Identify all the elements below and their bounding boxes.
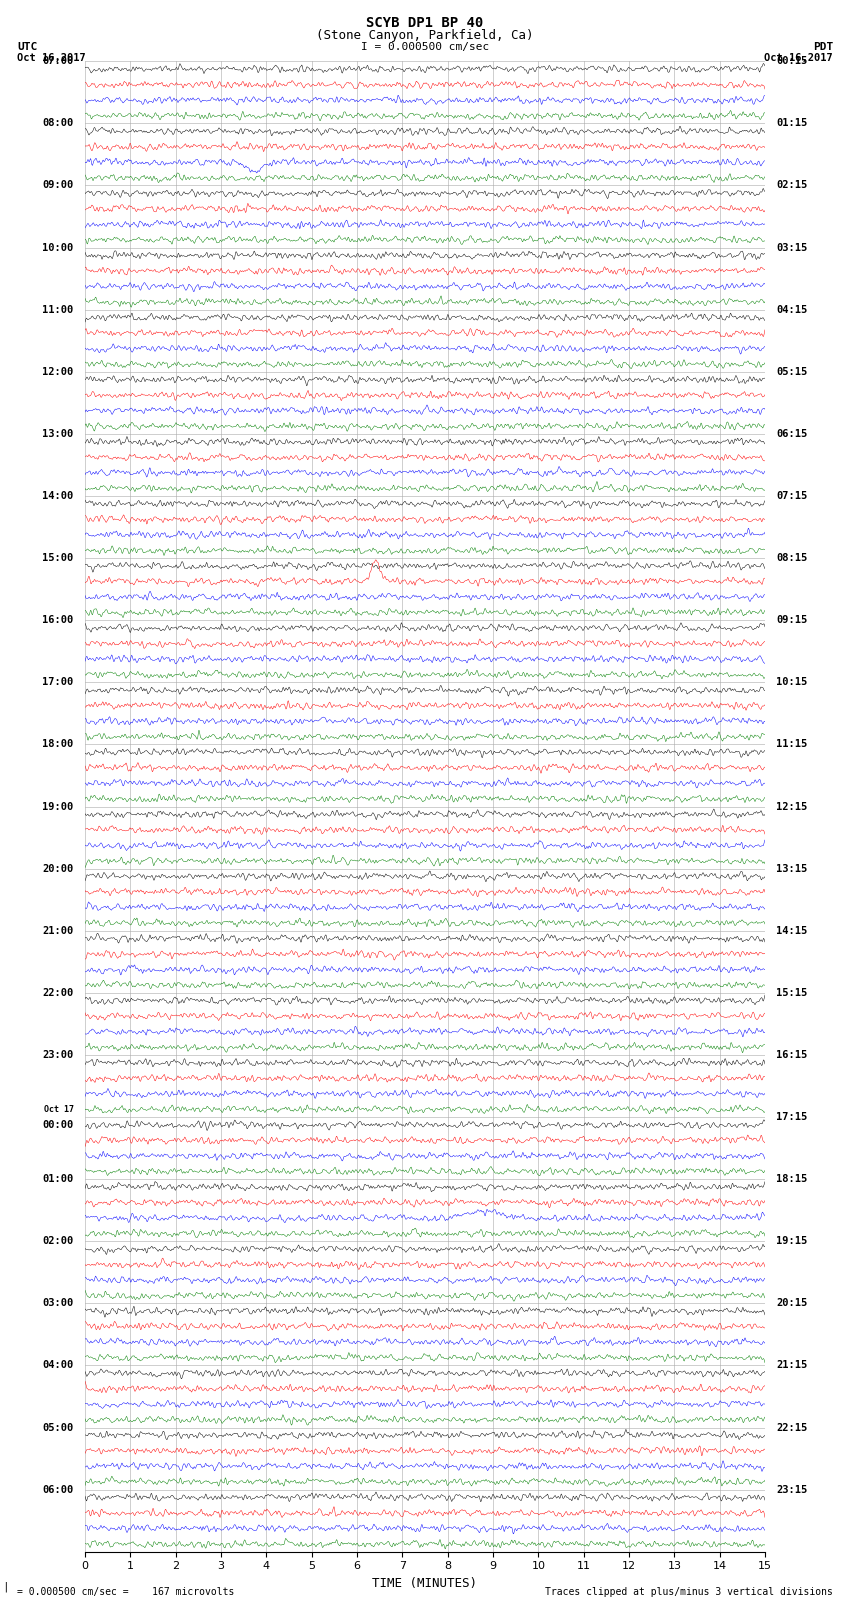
- Text: 18:00: 18:00: [42, 739, 74, 750]
- Text: 12:15: 12:15: [776, 802, 808, 811]
- X-axis label: TIME (MINUTES): TIME (MINUTES): [372, 1578, 478, 1590]
- Text: 00:15: 00:15: [776, 56, 808, 66]
- Text: 04:15: 04:15: [776, 305, 808, 315]
- Text: Oct 17: Oct 17: [43, 1105, 74, 1115]
- Text: Oct 16,2017: Oct 16,2017: [17, 53, 86, 63]
- Text: 03:15: 03:15: [776, 242, 808, 253]
- Text: 12:00: 12:00: [42, 366, 74, 377]
- Text: |: |: [3, 1581, 9, 1592]
- Text: 17:15: 17:15: [776, 1111, 808, 1123]
- Text: 14:15: 14:15: [776, 926, 808, 936]
- Text: 22:15: 22:15: [776, 1423, 808, 1432]
- Text: 04:00: 04:00: [42, 1360, 74, 1371]
- Text: (Stone Canyon, Parkfield, Ca): (Stone Canyon, Parkfield, Ca): [316, 29, 534, 42]
- Text: 05:00: 05:00: [42, 1423, 74, 1432]
- Text: 14:00: 14:00: [42, 490, 74, 502]
- Text: 09:00: 09:00: [42, 181, 74, 190]
- Text: 15:00: 15:00: [42, 553, 74, 563]
- Text: 15:15: 15:15: [776, 987, 808, 998]
- Text: 01:15: 01:15: [776, 118, 808, 129]
- Text: PDT: PDT: [813, 42, 833, 52]
- Text: 22:00: 22:00: [42, 987, 74, 998]
- Text: 08:15: 08:15: [776, 553, 808, 563]
- Text: 11:15: 11:15: [776, 739, 808, 750]
- Text: 21:00: 21:00: [42, 926, 74, 936]
- Text: 02:00: 02:00: [42, 1236, 74, 1247]
- Text: Oct 16,2017: Oct 16,2017: [764, 53, 833, 63]
- Text: 10:00: 10:00: [42, 242, 74, 253]
- Text: Traces clipped at plus/minus 3 vertical divisions: Traces clipped at plus/minus 3 vertical …: [545, 1587, 833, 1597]
- Text: = 0.000500 cm/sec =    167 microvolts: = 0.000500 cm/sec = 167 microvolts: [17, 1587, 235, 1597]
- Text: 11:00: 11:00: [42, 305, 74, 315]
- Text: 01:00: 01:00: [42, 1174, 74, 1184]
- Text: 07:00: 07:00: [42, 56, 74, 66]
- Text: 09:15: 09:15: [776, 615, 808, 626]
- Text: 03:00: 03:00: [42, 1298, 74, 1308]
- Text: 17:00: 17:00: [42, 677, 74, 687]
- Text: 19:00: 19:00: [42, 802, 74, 811]
- Text: I = 0.000500 cm/sec: I = 0.000500 cm/sec: [361, 42, 489, 52]
- Text: 16:15: 16:15: [776, 1050, 808, 1060]
- Text: 20:15: 20:15: [776, 1298, 808, 1308]
- Text: 20:00: 20:00: [42, 863, 74, 874]
- Text: 06:15: 06:15: [776, 429, 808, 439]
- Text: 18:15: 18:15: [776, 1174, 808, 1184]
- Text: 19:15: 19:15: [776, 1236, 808, 1247]
- Text: 23:15: 23:15: [776, 1484, 808, 1495]
- Text: 05:15: 05:15: [776, 366, 808, 377]
- Text: 16:00: 16:00: [42, 615, 74, 626]
- Text: 02:15: 02:15: [776, 181, 808, 190]
- Text: 13:15: 13:15: [776, 863, 808, 874]
- Text: SCYB DP1 BP 40: SCYB DP1 BP 40: [366, 16, 484, 31]
- Text: 13:00: 13:00: [42, 429, 74, 439]
- Text: 06:00: 06:00: [42, 1484, 74, 1495]
- Text: 07:15: 07:15: [776, 490, 808, 502]
- Text: 00:00: 00:00: [42, 1119, 74, 1131]
- Text: UTC: UTC: [17, 42, 37, 52]
- Text: 21:15: 21:15: [776, 1360, 808, 1371]
- Text: 23:00: 23:00: [42, 1050, 74, 1060]
- Text: 08:00: 08:00: [42, 118, 74, 129]
- Text: 10:15: 10:15: [776, 677, 808, 687]
